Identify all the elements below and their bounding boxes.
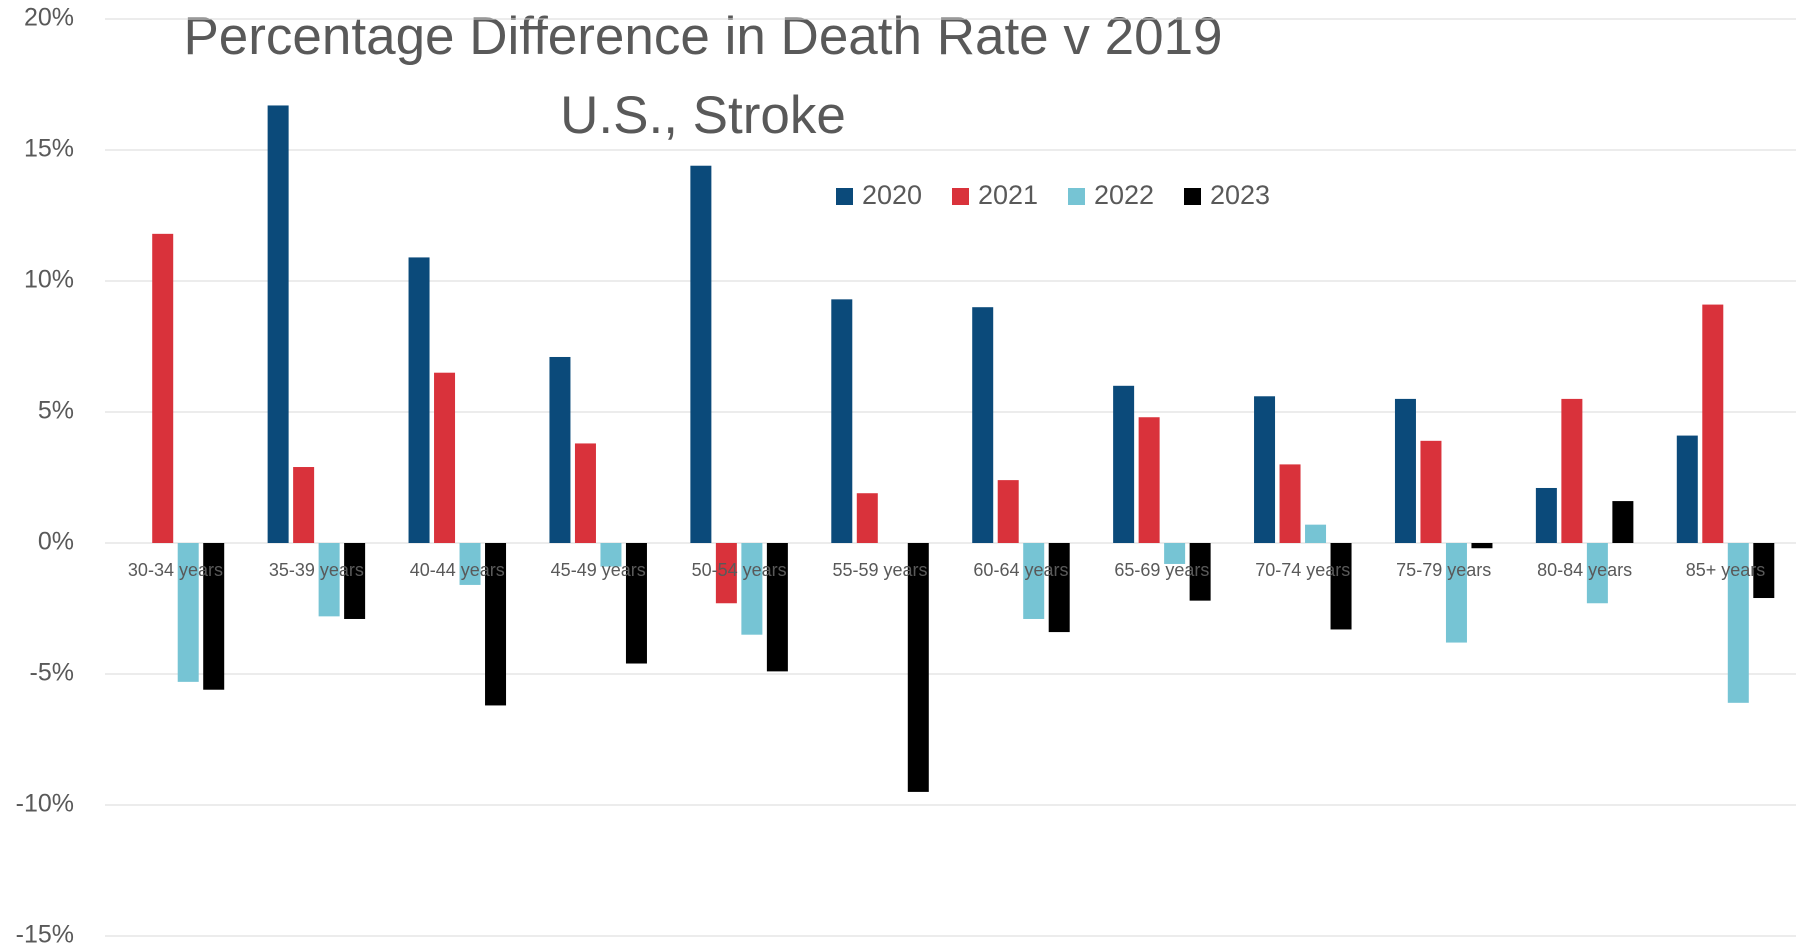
y-tick-label: 20% (24, 4, 74, 32)
bar (1420, 440, 1442, 543)
x-tick-label: 55-59 years (833, 560, 928, 580)
bar (1254, 396, 1276, 543)
bar (1138, 417, 1160, 543)
y-tick-label: -15% (16, 921, 74, 946)
y-tick-label: 5% (38, 397, 74, 425)
bar (1279, 464, 1301, 543)
bar (907, 543, 929, 792)
bar (177, 543, 199, 682)
bar (434, 372, 456, 543)
bar (549, 356, 571, 543)
y-tick-label: -10% (16, 790, 74, 818)
bar (1189, 543, 1211, 601)
bar (1023, 543, 1045, 619)
bar (318, 543, 340, 617)
legend-swatch (836, 188, 853, 205)
bar (1586, 543, 1608, 604)
bar (1445, 543, 1467, 643)
y-tick-label: -5% (30, 659, 74, 687)
bar (831, 299, 853, 543)
x-tick-label: 30-34 years (128, 560, 223, 580)
bar (1535, 487, 1557, 543)
bar (1676, 435, 1698, 543)
legend-swatch (1068, 188, 1085, 205)
x-tick-label: 70-74 years (1255, 560, 1350, 580)
x-tick-label: 80-84 years (1537, 560, 1632, 580)
bar (1330, 543, 1352, 630)
chart-subtitle: U.S., Stroke (560, 86, 846, 145)
bar (459, 543, 481, 585)
legend-label: 2021 (978, 180, 1038, 210)
x-tick-label: 75-79 years (1396, 560, 1491, 580)
bar (267, 105, 289, 544)
legend-label: 2023 (1210, 180, 1270, 210)
bar (1702, 304, 1724, 543)
bar (1164, 543, 1186, 564)
bar (600, 543, 622, 567)
bar (1612, 501, 1634, 543)
y-tick-label: 0% (38, 528, 74, 556)
bar (1113, 385, 1135, 543)
bar (408, 257, 430, 543)
bar (1394, 398, 1416, 543)
chart-title: Percentage Difference in Death Rate v 20… (183, 7, 1222, 66)
legend-swatch (952, 188, 969, 205)
bar (1471, 543, 1493, 549)
legend-label: 2022 (1094, 180, 1154, 210)
y-tick-label: 15% (24, 135, 74, 163)
bar (203, 543, 225, 690)
bar (856, 493, 878, 543)
bar (293, 467, 315, 543)
bar (152, 233, 174, 543)
x-tick-label: 85+ years (1686, 560, 1766, 580)
bar (485, 543, 507, 706)
x-tick-label: 65-69 years (1114, 560, 1209, 580)
x-tick-label: 40-44 years (410, 560, 505, 580)
bar (690, 165, 712, 543)
bar (766, 543, 788, 672)
x-tick-label: 45-49 years (551, 560, 646, 580)
bar (1727, 543, 1749, 703)
bar (1305, 524, 1327, 543)
bar (344, 543, 366, 619)
x-tick-label: 60-64 years (973, 560, 1068, 580)
bar (574, 443, 596, 543)
bar (1753, 543, 1775, 599)
bar (972, 307, 994, 543)
bar (715, 543, 737, 604)
bar (997, 480, 1019, 543)
x-tick-label: 50-54 years (692, 560, 787, 580)
legend-swatch (1184, 188, 1201, 205)
y-tick-label: 10% (24, 266, 74, 294)
bar (625, 543, 647, 664)
bar (1561, 398, 1583, 543)
legend-label: 2020 (862, 180, 922, 210)
bar (1048, 543, 1070, 633)
x-tick-label: 35-39 years (269, 560, 364, 580)
bar (741, 543, 763, 635)
